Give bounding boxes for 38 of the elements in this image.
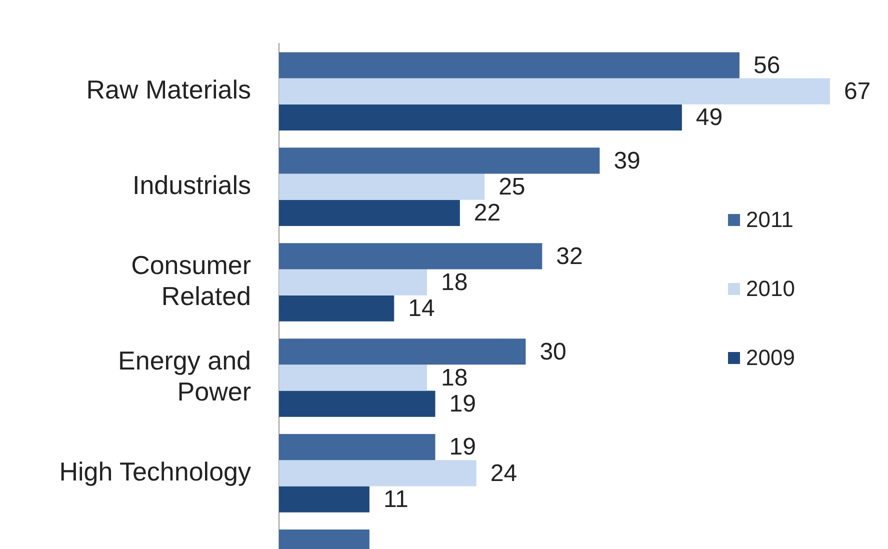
y-tick-label: Energy and Power	[118, 345, 252, 407]
data-label: 49	[696, 104, 723, 132]
bar	[279, 148, 600, 174]
bar	[279, 486, 370, 512]
y-tick-label: Industrials	[132, 170, 251, 200]
data-label: 56	[753, 52, 780, 79]
bar	[279, 390, 436, 417]
data-label: 32	[556, 242, 583, 270]
data-label: 39	[614, 147, 640, 174]
bar	[279, 243, 542, 270]
bar	[279, 174, 485, 200]
data-label: 18	[441, 268, 468, 296]
bar	[279, 200, 460, 226]
bar	[279, 269, 428, 296]
data-label: 11	[383, 486, 408, 513]
bar	[279, 364, 428, 391]
data-label: 22	[474, 200, 501, 227]
bar	[279, 52, 740, 78]
y-tick-label: High Technology	[59, 456, 251, 486]
legend-label: 2011	[746, 207, 794, 233]
data-label: 19	[449, 390, 476, 418]
data-label: 18	[441, 364, 468, 392]
bar	[279, 78, 830, 104]
legend-label: 2009	[746, 345, 795, 371]
data-label: 67	[844, 78, 871, 105]
data-label: 25	[498, 173, 526, 200]
y-tick-label: Consumer Related	[131, 250, 252, 312]
data-label: 14	[408, 294, 435, 322]
bar	[279, 104, 682, 130]
data-label: 19	[449, 434, 476, 461]
y-tick-label: Raw Materials	[86, 74, 251, 105]
data-label: 24	[490, 460, 518, 487]
legend-label: 2010	[746, 276, 795, 302]
bar	[279, 460, 476, 486]
bar	[279, 295, 394, 322]
data-label: 30	[540, 338, 566, 366]
bar	[279, 434, 436, 460]
bar	[279, 338, 526, 365]
